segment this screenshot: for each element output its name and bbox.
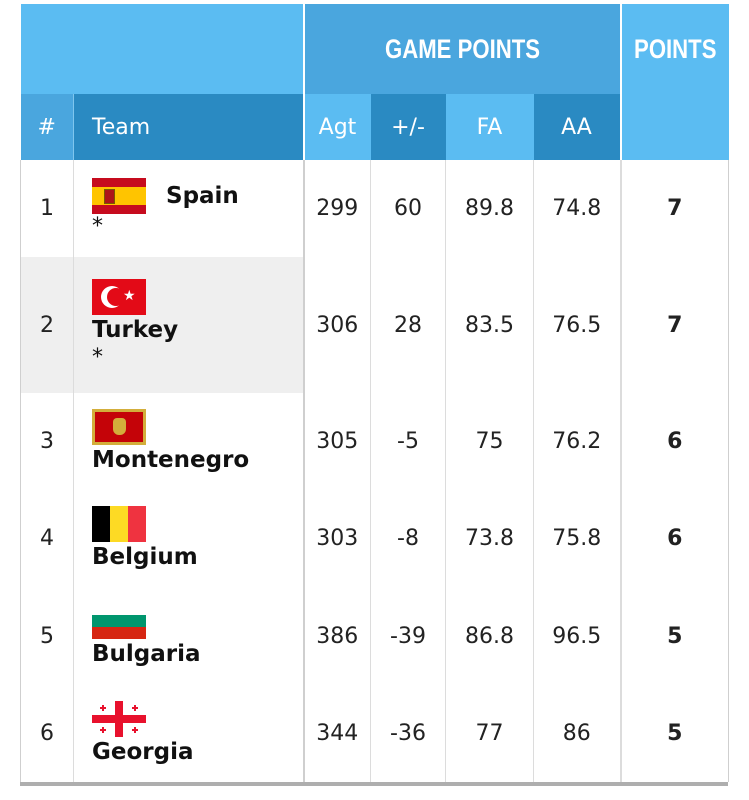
fa-cell: 86.8: [445, 587, 534, 685]
table-row: 2 ★ Turkey * 306 28 83.5 76.5 7: [20, 257, 730, 393]
spain-flag-icon: [92, 177, 146, 214]
agt-cell: 386: [302, 587, 371, 685]
fa-cell: 77: [445, 685, 534, 782]
team-note: *: [92, 345, 103, 370]
plus-minus-cell: -36: [370, 685, 446, 782]
agt-cell: 344: [302, 685, 371, 782]
rank-cell: 3: [20, 393, 74, 490]
georgia-flag-icon: [92, 700, 146, 737]
table-row: 1 Spain * 299 60 89.8 74.8 7: [20, 160, 730, 257]
agt-cell: 299: [302, 160, 371, 257]
team-name[interactable]: Spain: [166, 182, 239, 209]
table-row: 3 Montenegro 305 -5 75 76.2 6: [20, 393, 730, 490]
rank-cell: 4: [20, 490, 74, 587]
team-name[interactable]: Bulgaria: [92, 641, 201, 667]
plus-minus-cell: -8: [370, 490, 446, 587]
team-name[interactable]: Belgium: [92, 543, 198, 570]
team-cell[interactable]: Montenegro: [73, 393, 304, 490]
rank-cell: 6: [20, 685, 74, 782]
table-row: 5 Bulgaria 386 -39 86.8 96.5 5: [20, 587, 730, 685]
plus-minus-cell: 28: [370, 257, 446, 393]
points-cell: 7: [619, 257, 730, 393]
points-cell: 5: [619, 685, 730, 782]
aa-cell: 96.5: [532, 587, 621, 685]
points-column-header[interactable]: [619, 94, 729, 160]
aa-cell: 75.8: [532, 490, 621, 587]
standings-table-container: GAME POINTS POINTS # Team Agt +/- FA AA …: [20, 4, 730, 786]
points-cell: 7: [619, 160, 730, 257]
fa-cell: 73.8: [445, 490, 534, 587]
points-cell: 5: [619, 587, 730, 685]
rank-cell: 1: [20, 160, 74, 257]
fa-column-header[interactable]: FA: [445, 94, 534, 160]
points-group-header: POINTS: [620, 4, 729, 94]
plus-minus-cell: -39: [370, 587, 446, 685]
rank-cell: 2: [20, 257, 74, 393]
fa-cell: 89.8: [445, 160, 534, 257]
bulgaria-flag-icon: [92, 603, 146, 639]
table-bottom-border: [20, 782, 728, 786]
turkey-flag-icon: ★: [92, 279, 146, 315]
standings-table: GAME POINTS POINTS # Team Agt +/- FA AA …: [20, 4, 730, 782]
column-header-row: # Team Agt +/- FA AA: [20, 94, 729, 160]
team-cell[interactable]: Belgium: [73, 490, 304, 587]
team-name[interactable]: Georgia: [92, 738, 194, 765]
rank-column-header[interactable]: #: [20, 94, 74, 160]
agt-column-header[interactable]: Agt: [302, 94, 371, 160]
team-cell[interactable]: Bulgaria: [73, 587, 304, 685]
team-note: *: [92, 213, 103, 239]
team-column-header[interactable]: Team: [73, 94, 304, 160]
aa-cell: 76.5: [532, 257, 621, 393]
aa-cell: 74.8: [532, 160, 621, 257]
montenegro-flag-icon: [92, 408, 146, 445]
table-row: 4 Belgium 303 -8 73.8 75.8 6: [20, 490, 730, 587]
aa-column-header[interactable]: AA: [533, 94, 621, 160]
points-cell: 6: [619, 490, 730, 587]
plus-minus-cell: 60: [370, 160, 446, 257]
group-header-row: GAME POINTS POINTS: [20, 4, 729, 94]
points-cell: 6: [619, 393, 730, 490]
team-name[interactable]: Turkey: [92, 317, 179, 343]
team-cell[interactable]: ★ Turkey *: [73, 257, 304, 393]
team-cell[interactable]: Spain *: [73, 160, 304, 257]
aa-cell: 76.2: [532, 393, 621, 490]
game-points-group-header: GAME POINTS: [302, 4, 622, 94]
fa-cell: 83.5: [445, 257, 534, 393]
agt-cell: 305: [302, 393, 371, 490]
belgium-flag-icon: [92, 505, 146, 542]
fa-cell: 75: [445, 393, 534, 490]
agt-cell: 303: [302, 490, 371, 587]
agt-cell: 306: [302, 257, 371, 393]
rank-cell: 5: [20, 587, 74, 685]
table-row: 6 Georgia 344 -36 77 86 5: [20, 685, 730, 782]
team-cell[interactable]: Georgia: [73, 685, 304, 782]
team-name[interactable]: Montenegro: [92, 446, 250, 473]
aa-cell: 86: [532, 685, 621, 782]
plus-minus-cell: -5: [370, 393, 446, 490]
plus-minus-column-header[interactable]: +/-: [370, 94, 446, 160]
group-header-blank: [20, 4, 304, 94]
